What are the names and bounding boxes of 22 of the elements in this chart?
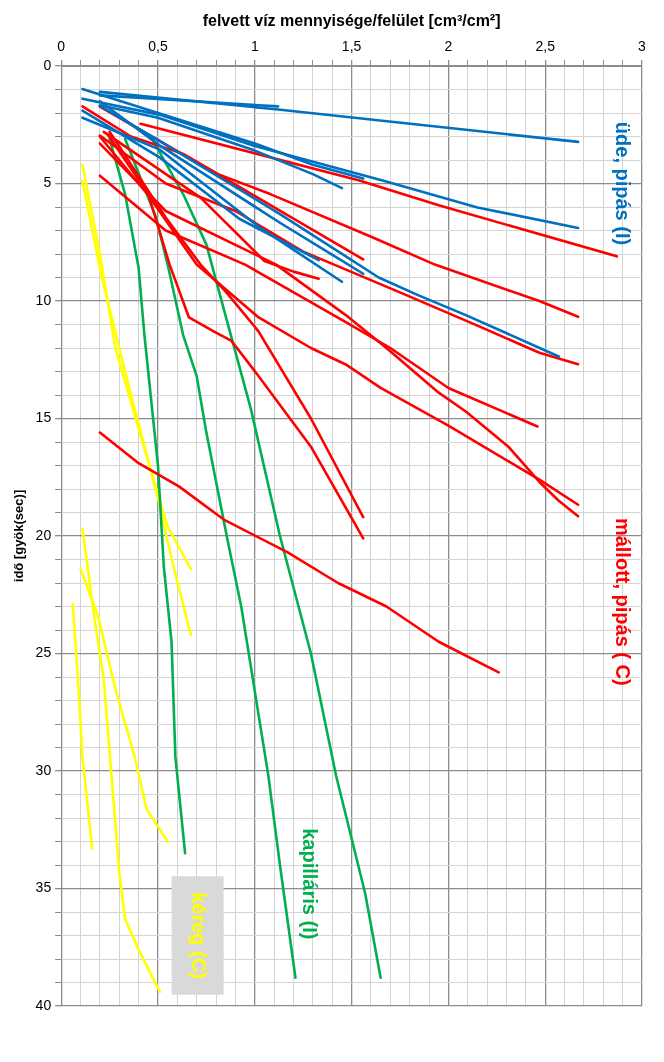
x-tick-label: 2,5 [535, 38, 556, 55]
y-axis-title: idő [gyök(sec)] [11, 489, 27, 583]
x-tick-label: 0,5 [148, 38, 168, 55]
y-tick-label: 25 [35, 644, 52, 661]
x-tick-label: 2 [444, 38, 453, 55]
x-tick-label: 0 [57, 38, 66, 55]
x-tick-label: 1,5 [341, 38, 362, 55]
y-tick-label: 15 [35, 409, 52, 426]
x-axis-title: felvett víz mennyisége/felület [cm³/cm²] [202, 12, 501, 30]
x-tick-label: 3 [638, 38, 647, 55]
text: üde, pipás (I) [612, 121, 635, 246]
y-tick-label: 0 [43, 56, 52, 73]
text: kéreg (C) [188, 892, 211, 979]
y-tick-label: 20 [35, 526, 52, 543]
y-tick-label: 30 [35, 761, 52, 778]
text: mállott, pipás ( C) [612, 517, 635, 686]
y-tick-label: 10 [35, 291, 52, 308]
y-tick-label: 40 [35, 996, 52, 1013]
y-tick-label: 5 [43, 174, 52, 191]
y-tick-label: 35 [35, 879, 52, 896]
x-tick-label: 1 [250, 38, 259, 55]
text: kapilláris (I) [298, 828, 321, 940]
